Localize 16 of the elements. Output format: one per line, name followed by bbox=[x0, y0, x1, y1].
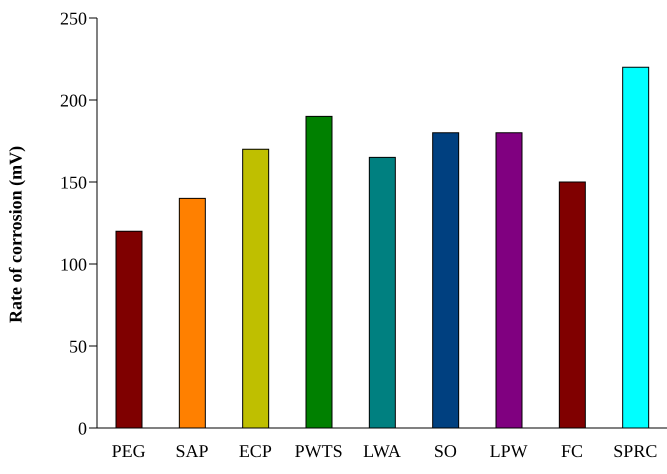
y-tick-label: 200 bbox=[60, 90, 87, 110]
x-tick-label: FC bbox=[560, 440, 584, 461]
y-tick-label: 100 bbox=[60, 254, 87, 274]
x-tick-label: PWTS bbox=[294, 440, 343, 461]
x-tick-label: PEG bbox=[112, 440, 146, 461]
x-tick-label: SPRC bbox=[613, 440, 658, 461]
x-tick-label: ECP bbox=[238, 440, 272, 461]
y-tick-label: 250 bbox=[60, 8, 87, 28]
y-axis-title: Rate of corrosion (mV) bbox=[5, 146, 26, 323]
x-tick-label: SO bbox=[434, 440, 457, 461]
x-tick-label: LWA bbox=[363, 440, 401, 461]
y-tick-label: 50 bbox=[69, 336, 87, 356]
x-tick-label: SAP bbox=[175, 440, 209, 461]
y-tick-label: 150 bbox=[60, 172, 87, 192]
y-tick-label: 0 bbox=[78, 418, 87, 438]
x-tick-label: LPW bbox=[490, 440, 528, 461]
